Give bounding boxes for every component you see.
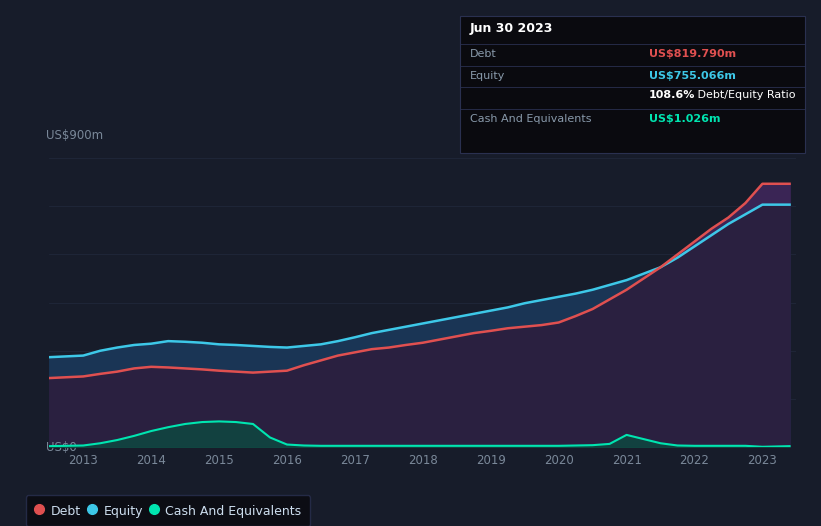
- Text: US$0: US$0: [45, 441, 76, 453]
- Text: Debt: Debt: [470, 49, 497, 59]
- Text: Equity: Equity: [470, 70, 505, 80]
- Text: Debt/Equity Ratio: Debt/Equity Ratio: [694, 90, 796, 100]
- Text: Cash And Equivalents: Cash And Equivalents: [470, 115, 591, 125]
- Text: US$755.066m: US$755.066m: [649, 70, 736, 80]
- Legend: Debt, Equity, Cash And Equivalents: Debt, Equity, Cash And Equivalents: [25, 495, 310, 526]
- Text: US$900m: US$900m: [45, 129, 103, 142]
- Text: US$819.790m: US$819.790m: [649, 49, 736, 59]
- Text: 108.6%: 108.6%: [649, 90, 695, 100]
- Text: Jun 30 2023: Jun 30 2023: [470, 22, 553, 35]
- Text: US$1.026m: US$1.026m: [649, 115, 720, 125]
